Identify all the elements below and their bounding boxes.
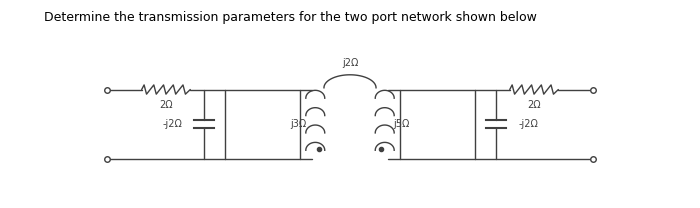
Text: -j2Ω: -j2Ω bbox=[162, 119, 182, 129]
Text: 2Ω: 2Ω bbox=[527, 100, 541, 110]
Text: -j2Ω: -j2Ω bbox=[518, 119, 538, 129]
Text: j2Ω: j2Ω bbox=[342, 58, 358, 68]
Text: 2Ω: 2Ω bbox=[159, 100, 173, 110]
Text: j5Ω: j5Ω bbox=[393, 119, 410, 129]
Text: j3Ω: j3Ω bbox=[290, 119, 307, 129]
Text: Determine the transmission parameters for the two port network shown below: Determine the transmission parameters fo… bbox=[44, 11, 538, 24]
